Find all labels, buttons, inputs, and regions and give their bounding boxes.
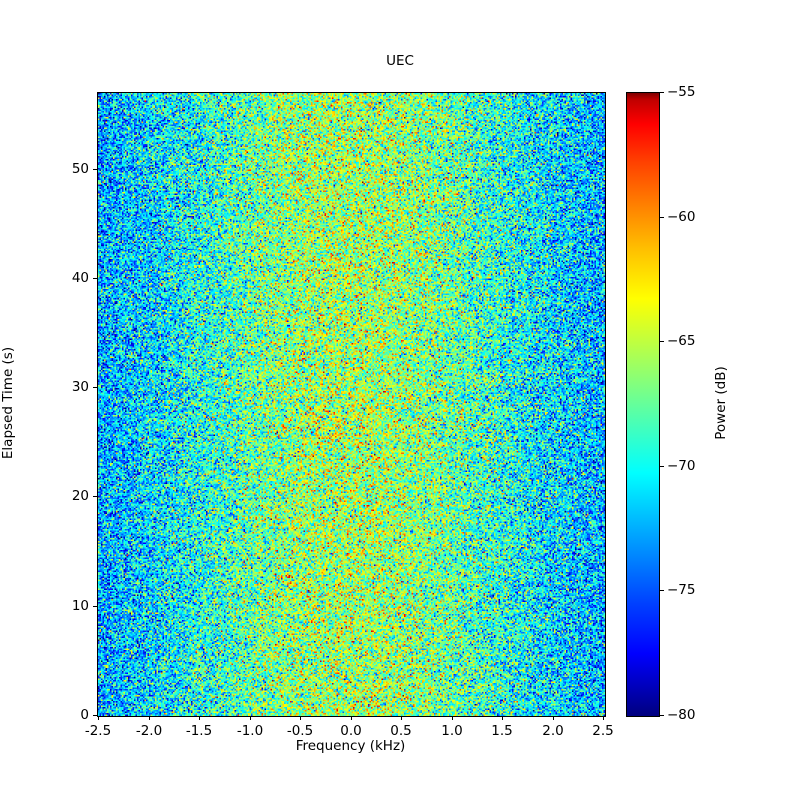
x-tick-label-3: -1.0 [236, 723, 264, 739]
colorbar-tick-label-4: −75 [667, 582, 696, 598]
spectrogram-plot-area [97, 92, 606, 717]
colorbar-tick-3 [660, 466, 664, 467]
colorbar-tick-label-2: −65 [667, 333, 696, 349]
x-tick-7 [452, 716, 453, 720]
x-tick-label-9: 2.0 [542, 723, 564, 739]
x-tick-label-7: 1.0 [441, 723, 463, 739]
colorbar-tick-4 [660, 590, 664, 591]
x-axis-label: Frequency (kHz) [295, 738, 406, 754]
y-tick-label-5: 50 [71, 161, 89, 177]
colorbar-tick-label-3: −70 [667, 458, 696, 474]
x-tick-3 [250, 716, 251, 720]
colorbar-tick-label-5: −80 [667, 707, 696, 723]
x-tick-5 [351, 716, 352, 720]
x-tick-label-5: 0.0 [340, 723, 362, 739]
x-tick-label-0: -2.5 [84, 723, 112, 739]
colorbar-tick-label-1: −60 [667, 209, 696, 225]
x-tick-label-1: -2.0 [135, 723, 163, 739]
x-tick-6 [401, 716, 402, 720]
colorbar-label: Power (dB) [713, 366, 729, 440]
x-tick-2 [199, 716, 200, 720]
title-line-instrument: UEC [386, 52, 414, 69]
y-tick-3 [93, 387, 97, 388]
x-tick-label-4: -0.5 [286, 723, 314, 739]
y-tick-label-2: 20 [71, 488, 89, 504]
y-tick-4 [93, 278, 97, 279]
x-tick-0 [98, 716, 99, 720]
x-tick-label-2: -1.5 [185, 723, 213, 739]
colorbar-tick-5 [660, 715, 664, 716]
x-tick-1 [149, 716, 150, 720]
colorbar-gradient [627, 93, 659, 716]
y-tick-1 [93, 606, 97, 607]
x-tick-10 [603, 716, 604, 720]
y-axis-label: Elapsed Time (s) [0, 346, 16, 460]
colorbar [626, 92, 660, 717]
y-tick-5 [93, 169, 97, 170]
y-tick-0 [93, 715, 97, 716]
y-tick-label-3: 30 [71, 379, 89, 395]
colorbar-tick-0 [660, 92, 664, 93]
y-tick-2 [93, 496, 97, 497]
y-tick-label-4: 40 [71, 270, 89, 286]
x-tick-label-10: 2.5 [592, 723, 614, 739]
spectrogram-image [98, 93, 605, 716]
y-tick-label-0: 0 [80, 707, 89, 723]
colorbar-tick-1 [660, 217, 664, 218]
x-tick-label-6: 0.5 [390, 723, 412, 739]
colorbar-tick-label-0: −55 [667, 84, 696, 100]
x-tick-8 [502, 716, 503, 720]
y-tick-label-1: 10 [71, 598, 89, 614]
x-tick-4 [300, 716, 301, 720]
colorbar-tick-2 [660, 341, 664, 342]
x-tick-9 [553, 716, 554, 720]
x-tick-label-8: 1.5 [491, 723, 513, 739]
